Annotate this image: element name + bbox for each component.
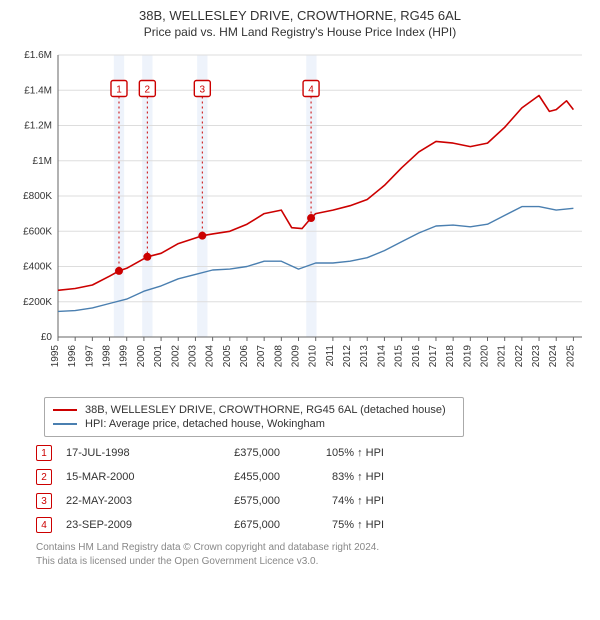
svg-text:£0: £0 (41, 332, 53, 343)
transaction-date: 15-MAR-2000 (66, 471, 176, 483)
page: 38B, WELLESLEY DRIVE, CROWTHORNE, RG45 6… (0, 0, 600, 573)
legend-item: 38B, WELLESLEY DRIVE, CROWTHORNE, RG45 6… (53, 404, 455, 416)
svg-text:2000: 2000 (136, 345, 147, 368)
svg-text:2010: 2010 (308, 345, 319, 368)
transaction-pct: 105% ↑ HPI (294, 447, 384, 459)
transaction-marker-box: 2 (36, 469, 52, 485)
svg-text:£1.2M: £1.2M (24, 121, 52, 132)
legend: 38B, WELLESLEY DRIVE, CROWTHORNE, RG45 6… (44, 397, 464, 437)
transaction-pct: 83% ↑ HPI (294, 471, 384, 483)
svg-text:1999: 1999 (119, 345, 130, 368)
legend-swatch (53, 409, 77, 411)
transaction-row: 4 23-SEP-2009 £675,000 75% ↑ HPI (36, 517, 592, 533)
svg-text:£600K: £600K (23, 226, 52, 237)
transaction-price: £375,000 (190, 447, 280, 459)
svg-text:1: 1 (116, 84, 122, 95)
transaction-row: 3 22-MAY-2003 £575,000 74% ↑ HPI (36, 493, 592, 509)
svg-text:1996: 1996 (67, 345, 78, 368)
transaction-marker-box: 4 (36, 517, 52, 533)
svg-text:1998: 1998 (102, 345, 113, 368)
svg-text:2007: 2007 (256, 345, 267, 368)
transaction-price: £675,000 (190, 519, 280, 531)
svg-text:2019: 2019 (462, 345, 473, 368)
svg-text:4: 4 (308, 84, 314, 95)
legend-swatch (53, 423, 77, 425)
footnote: Contains HM Land Registry data © Crown c… (36, 541, 592, 569)
svg-text:2: 2 (145, 84, 151, 95)
svg-text:3: 3 (200, 84, 206, 95)
svg-text:2014: 2014 (376, 345, 387, 368)
legend-item: HPI: Average price, detached house, Woki… (53, 418, 455, 430)
transaction-marker-box: 3 (36, 493, 52, 509)
svg-text:1995: 1995 (50, 345, 61, 368)
svg-text:£400K: £400K (23, 262, 52, 273)
svg-text:2005: 2005 (222, 345, 233, 368)
chart-svg: £0 £200K £400K £600K £800K £1M £1.2M £1.4M £1.6M… (8, 47, 592, 387)
svg-text:2004: 2004 (205, 345, 216, 368)
svg-text:2025: 2025 (565, 345, 576, 368)
svg-text:£1.4M: £1.4M (24, 85, 52, 96)
svg-text:2011: 2011 (325, 345, 336, 367)
transaction-price: £575,000 (190, 495, 280, 507)
svg-text:2009: 2009 (291, 345, 302, 368)
svg-text:£1M: £1M (33, 156, 52, 167)
svg-text:£200K: £200K (23, 297, 52, 308)
svg-text:2024: 2024 (548, 345, 559, 368)
transaction-pct: 75% ↑ HPI (294, 519, 384, 531)
svg-text:£1.6M: £1.6M (24, 50, 52, 61)
transaction-row: 2 15-MAR-2000 £455,000 83% ↑ HPI (36, 469, 592, 485)
transaction-date: 17-JUL-1998 (66, 447, 176, 459)
page-subtitle: Price paid vs. HM Land Registry's House … (8, 25, 592, 39)
svg-text:2012: 2012 (342, 345, 353, 368)
legend-label: 38B, WELLESLEY DRIVE, CROWTHORNE, RG45 6… (85, 404, 446, 416)
svg-text:2001: 2001 (153, 345, 164, 368)
footnote-line: Contains HM Land Registry data © Crown c… (36, 541, 592, 555)
svg-text:2002: 2002 (170, 345, 181, 368)
svg-text:2003: 2003 (187, 345, 198, 368)
svg-text:2015: 2015 (394, 345, 405, 368)
svg-text:2006: 2006 (239, 345, 250, 368)
svg-text:2018: 2018 (445, 345, 456, 368)
transaction-price: £455,000 (190, 471, 280, 483)
transactions-table: 1 17-JUL-1998 £375,000 105% ↑ HPI 2 15-MAR-20… (36, 445, 592, 533)
svg-text:2008: 2008 (273, 345, 284, 368)
legend-label: HPI: Average price, detached house, Woki… (85, 418, 325, 430)
svg-text:2023: 2023 (531, 345, 542, 368)
svg-text:2022: 2022 (514, 345, 525, 368)
transaction-marker-box: 1 (36, 445, 52, 461)
transaction-pct: 74% ↑ HPI (294, 495, 384, 507)
transaction-row: 1 17-JUL-1998 £375,000 105% ↑ HPI (36, 445, 592, 461)
svg-text:1997: 1997 (84, 345, 95, 368)
transaction-date: 23-SEP-2009 (66, 519, 176, 531)
svg-text:2020: 2020 (480, 345, 491, 368)
svg-text:£800K: £800K (23, 191, 52, 202)
transaction-date: 22-MAY-2003 (66, 495, 176, 507)
svg-text:2021: 2021 (497, 345, 508, 368)
svg-text:2013: 2013 (359, 345, 370, 368)
footnote-line: This data is licensed under the Open Gov… (36, 555, 592, 569)
page-title: 38B, WELLESLEY DRIVE, CROWTHORNE, RG45 6… (8, 8, 592, 23)
svg-text:2017: 2017 (428, 345, 439, 368)
svg-text:2016: 2016 (411, 345, 422, 368)
chart: £0 £200K £400K £600K £800K £1M £1.2M £1.4M £1.6M… (8, 47, 592, 387)
